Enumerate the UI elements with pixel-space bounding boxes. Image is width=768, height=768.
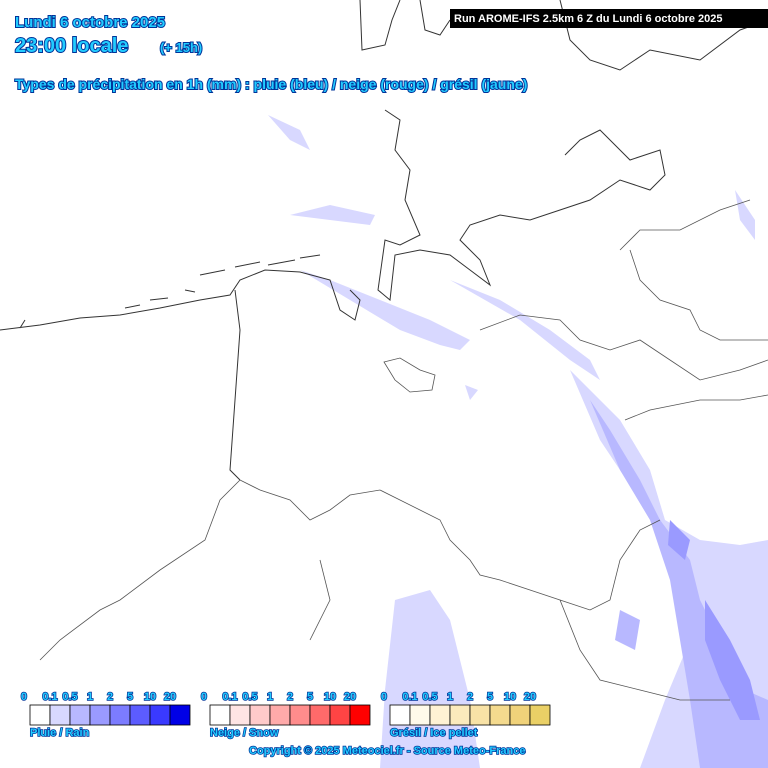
legend-tick: 1 — [447, 691, 453, 703]
legend-title: Neige / Snow — [210, 727, 279, 739]
coastlines-borders — [0, 0, 768, 701]
legend-tick: 0 — [201, 691, 207, 703]
legend-tick: 0.1 — [42, 691, 57, 703]
legend-tick: 20 — [344, 691, 356, 703]
legend-tick: 10 — [324, 691, 336, 703]
run-box — [450, 9, 768, 28]
legend-tick: 0 — [381, 691, 387, 703]
date: Lundi 6 octobre 2025 — [15, 14, 165, 31]
legend-swatch — [469, 704, 491, 726]
legend-swatch — [129, 704, 151, 726]
legend-tick: 20 — [164, 691, 176, 703]
legend-swatch — [49, 704, 71, 726]
legend-tick: 1 — [87, 691, 93, 703]
precipitation — [268, 115, 768, 768]
legend-tick: 0 — [21, 691, 27, 703]
legend-tick: 2 — [467, 691, 473, 703]
legend-swatch — [249, 704, 271, 726]
legend-title: Grésil / Ice pellet — [390, 727, 478, 739]
legend-tick: 2 — [287, 691, 293, 703]
legend-tick: 1 — [267, 691, 273, 703]
legend-tick: 0.5 — [62, 691, 77, 703]
run-info: Run AROME-IFS 2.5km 6 Z du Lundi 6 octob… — [454, 13, 723, 25]
legend-swatch — [149, 704, 171, 726]
legend-swatch — [229, 704, 251, 726]
legend-swatch — [529, 704, 551, 726]
legend-swatch — [349, 704, 371, 726]
legend-swatch — [29, 704, 51, 726]
time: 23:00 locale — [15, 35, 128, 57]
legend-swatch — [269, 704, 291, 726]
legend-tick: 20 — [524, 691, 536, 703]
legend-tick: 2 — [107, 691, 113, 703]
legend-swatch — [509, 704, 531, 726]
legend-swatch — [329, 704, 351, 726]
legend-tick: 0.1 — [402, 691, 417, 703]
legend-swatch — [289, 704, 311, 726]
legend-swatch — [169, 704, 191, 726]
legend-swatch — [89, 704, 111, 726]
legend-swatch — [449, 704, 471, 726]
legend-tick: 0.5 — [242, 691, 257, 703]
legend-swatch — [209, 704, 231, 726]
copyright: Copyright © 2025 Meteociel.fr - Source M… — [249, 745, 525, 757]
legend-tick: 0.5 — [422, 691, 437, 703]
legend-tick: 10 — [144, 691, 156, 703]
legend-tick: 10 — [504, 691, 516, 703]
legend-swatch — [389, 704, 411, 726]
legend-tick: 5 — [127, 691, 133, 703]
legend-swatch — [429, 704, 451, 726]
legend-title: Pluie / Rain — [30, 727, 90, 739]
legend-tick: 0.1 — [222, 691, 237, 703]
legend-swatch — [109, 704, 131, 726]
legend-tick: 5 — [307, 691, 313, 703]
legend-swatch — [409, 704, 431, 726]
legend-swatch — [309, 704, 331, 726]
subtitle: Types de précipitation en 1h (mm) : plui… — [15, 76, 527, 92]
lead-time: (+ 15h) — [160, 40, 202, 55]
legend-swatch — [489, 704, 511, 726]
rain-area — [668, 520, 760, 720]
legend-tick: 5 — [487, 691, 493, 703]
legend-swatch — [69, 704, 91, 726]
